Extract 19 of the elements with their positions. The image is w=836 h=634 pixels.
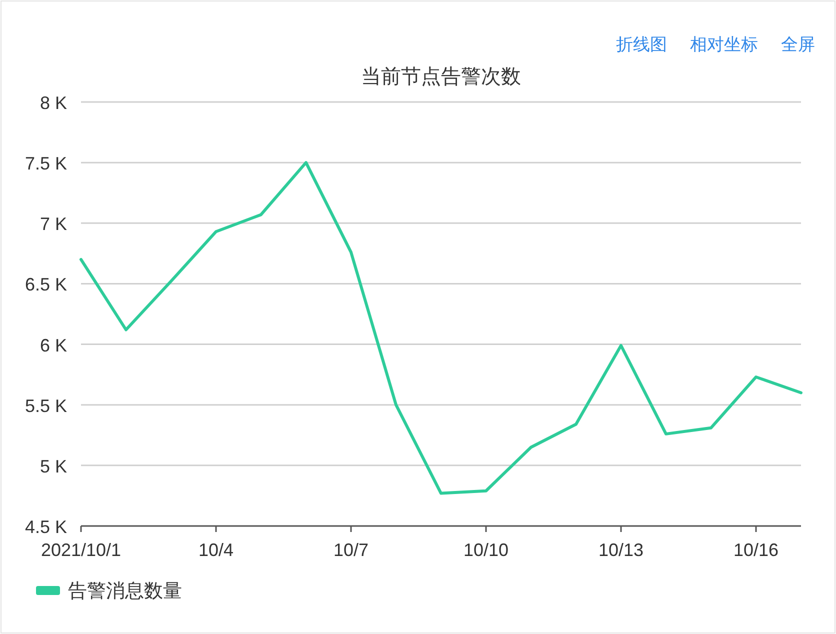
text: 相对坐标 — [690, 35, 758, 54]
y-tick-label: 7 K — [40, 214, 67, 234]
y-tick-label: 6.5 K — [24, 274, 67, 295]
x-tick-label: 10/10 — [463, 540, 509, 560]
text: 全屏 — [781, 35, 815, 54]
y-tick-label: 7.5 K — [24, 154, 67, 174]
x-tick-label: 10/16 — [733, 540, 779, 560]
text: 折线图 — [616, 35, 667, 54]
y-tick-label: 5 K — [40, 456, 67, 476]
x-tick-label: 2021/10/1 — [40, 540, 122, 560]
y-tick-label: 4.5 K — [24, 517, 67, 537]
chart-title: 当前节点告警次数 — [361, 66, 521, 88]
y-tick-label: 6 K — [40, 335, 67, 356]
y-tick-label: 8 K — [40, 93, 67, 113]
x-tick-label: 10/4 — [198, 540, 234, 560]
x-tick-label: 10/7 — [333, 540, 369, 560]
y-tick-label: 5.5 K — [24, 396, 67, 416]
x-tick-label: 10/13 — [598, 540, 644, 560]
legend-label: 告警消息数量 — [68, 581, 182, 602]
